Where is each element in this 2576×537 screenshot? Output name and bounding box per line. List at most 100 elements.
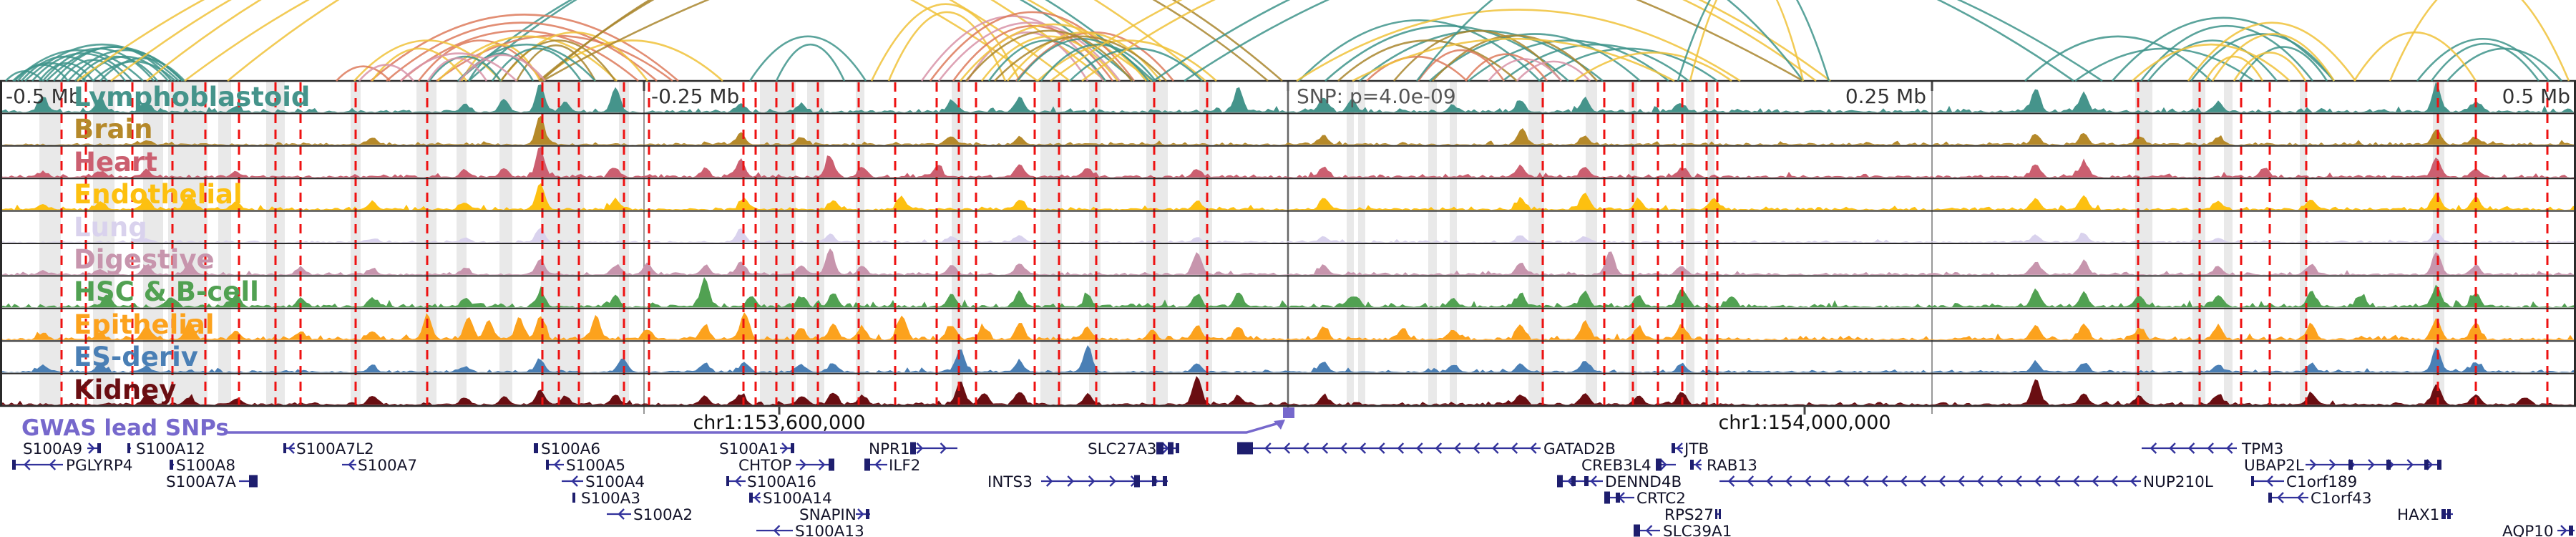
gene-label: S100A1 bbox=[719, 440, 779, 458]
gene-snapin[interactable]: SNAPIN bbox=[799, 506, 870, 524]
gene-c1orf43[interactable]: C1orf43 bbox=[2268, 490, 2372, 508]
track-label-es-deriv: ES-deriv bbox=[74, 342, 198, 373]
gwas-lead-snps-label: GWAS lead SNPs bbox=[21, 415, 229, 441]
gene-ilf2[interactable]: ILF2 bbox=[864, 457, 920, 475]
gene-s100a6[interactable]: S100A6 bbox=[534, 440, 600, 458]
gene-label: S100A5 bbox=[566, 457, 625, 475]
signal-epithelial bbox=[0, 312, 2576, 340]
gene-label: DENND4B bbox=[1605, 473, 1682, 491]
gene-s100a13[interactable]: S100A13 bbox=[756, 523, 864, 537]
gene-label: CREB3L4 bbox=[1581, 457, 1652, 475]
gwas-arrowhead-icon bbox=[1274, 420, 1285, 430]
gene-slc39a1[interactable]: SLC39A1 bbox=[1634, 523, 1732, 537]
gene-s100a1[interactable]: S100A1 bbox=[719, 440, 794, 458]
gene-label: NUP210L bbox=[2143, 473, 2213, 491]
gene-label: S100A3 bbox=[581, 490, 640, 508]
gene-label: SNAPIN bbox=[799, 506, 857, 524]
gene-label: PGLYRP4 bbox=[66, 457, 132, 475]
gene-s100a2[interactable]: S100A2 bbox=[607, 506, 693, 524]
gene-annotations: S100A9 S100A12 S100A7L2 S100A6 S100A1 NPR1 SLC… bbox=[12, 440, 2575, 537]
track-label-hsc-b-cell: HSC & B-cell bbox=[74, 276, 259, 308]
track-label-heart: Heart bbox=[74, 146, 157, 178]
track-label-kidney: Kidney bbox=[74, 374, 177, 405]
axis-label-minus-0-5mb: -0.5 Mb bbox=[6, 84, 82, 108]
ruler-label-chr1-154000000: chr1:154,000,000 bbox=[1718, 412, 1891, 434]
gene-s100a12[interactable]: S100A12 bbox=[127, 440, 205, 458]
gene-s100a14[interactable]: S100A14 bbox=[749, 490, 832, 508]
axis-label-0-5mb: 0.5 Mb bbox=[2502, 84, 2570, 108]
gene-label: S100A7 bbox=[358, 457, 417, 475]
gene-label: S100A6 bbox=[541, 440, 600, 458]
gene-label: RPS27 bbox=[1664, 506, 1714, 524]
gene-label: AQP10 bbox=[2502, 523, 2554, 537]
gene-s100a5[interactable]: S100A5 bbox=[546, 457, 625, 475]
gene-label: S100A8 bbox=[176, 457, 235, 475]
gene-ints3[interactable]: INTS3 bbox=[987, 473, 1168, 491]
gene-rab13[interactable]: RAB13 bbox=[1690, 457, 1757, 475]
gene-ubap2l[interactable]: UBAP2L bbox=[2244, 457, 2441, 475]
gene-label: RAB13 bbox=[1707, 457, 1757, 475]
snp-pvalue-label: SNP: p=4.0e-09 bbox=[1297, 84, 1456, 108]
gene-s100a9[interactable]: S100A9 bbox=[23, 440, 101, 458]
gene-hax1[interactable]: HAX1 bbox=[2397, 506, 2453, 524]
track-label-epithelial: Epithelial bbox=[74, 309, 215, 340]
gene-label: HAX1 bbox=[2397, 506, 2439, 524]
interaction-arcs bbox=[5, 0, 2570, 82]
track-borders bbox=[0, 79, 2576, 407]
gene-label: ILF2 bbox=[889, 457, 920, 475]
signal-tracks bbox=[0, 82, 2576, 405]
gene-s100a7l2[interactable]: S100A7L2 bbox=[283, 440, 374, 458]
gene-slc27a3[interactable]: SLC27A3 bbox=[1088, 440, 1179, 458]
gene-dennd4b[interactable]: DENND4B bbox=[1557, 473, 1682, 491]
gene-aqp10[interactable]: AQP10 bbox=[2502, 523, 2575, 537]
gene-s100a7[interactable]: S100A7 bbox=[342, 457, 417, 475]
gene-s100a3[interactable]: S100A3 bbox=[572, 490, 640, 508]
gene-label: S100A7A bbox=[166, 473, 236, 491]
gene-tpm3[interactable]: TPM3 bbox=[2142, 440, 2283, 458]
gene-label: S100A12 bbox=[136, 440, 205, 458]
gene-label: GATAD2B bbox=[1543, 440, 1616, 458]
track-label-lymphoblastoid: Lymphoblastoid bbox=[74, 82, 311, 112]
gene-label: S100A14 bbox=[763, 490, 832, 508]
gene-label: S100A2 bbox=[633, 506, 693, 524]
gene-label: S100A13 bbox=[795, 523, 864, 537]
gene-nup210l[interactable]: NUP210L bbox=[1719, 473, 2213, 491]
track-label-lung: Lung bbox=[74, 211, 147, 243]
gene-s100a4[interactable]: S100A4 bbox=[562, 473, 645, 491]
gene-label: TPM3 bbox=[2241, 440, 2283, 458]
axis-label-minus-0-25mb: -0.25 Mb bbox=[651, 84, 740, 108]
gene-c1orf189[interactable]: C1orf189 bbox=[2251, 473, 2357, 491]
gene-label: C1orf43 bbox=[2311, 490, 2372, 508]
gene-pglyrp4[interactable]: PGLYRP4 bbox=[12, 457, 132, 475]
gene-rps27[interactable]: RPS27 bbox=[1664, 506, 1721, 524]
gene-s100a7a[interactable]: S100A7A bbox=[166, 473, 258, 491]
track-label-endothelial: Endothelial bbox=[74, 179, 243, 211]
gene-label: CHTOP bbox=[738, 457, 791, 475]
gene-label: INTS3 bbox=[987, 473, 1033, 491]
gene-creb3l4[interactable]: CREB3L4 bbox=[1581, 457, 1676, 475]
axis-label-0-25mb: 0.25 Mb bbox=[1845, 84, 1926, 108]
gene-label: UBAP2L bbox=[2244, 457, 2304, 475]
gene-chtop[interactable]: CHTOP bbox=[738, 457, 834, 475]
gene-label: SLC39A1 bbox=[1663, 523, 1732, 537]
track-label-digestive: Digestive bbox=[74, 244, 215, 275]
gene-label: CRTC2 bbox=[1636, 490, 1686, 508]
gene-s100a8[interactable]: S100A8 bbox=[170, 457, 235, 475]
gene-label: C1orf189 bbox=[2286, 473, 2357, 491]
gene-npr1[interactable]: NPR1 bbox=[869, 440, 957, 458]
mb-gridlines bbox=[643, 81, 1933, 414]
gene-label: NPR1 bbox=[869, 440, 910, 458]
gene-s100a16[interactable]: S100A16 bbox=[726, 473, 816, 491]
gene-label: SLC27A3 bbox=[1088, 440, 1156, 458]
lead-snp-square-marker[interactable] bbox=[1283, 407, 1294, 418]
gene-crtc2[interactable]: CRTC2 bbox=[1604, 490, 1686, 508]
gene-jtb[interactable]: JTB bbox=[1672, 440, 1709, 458]
gene-label: S100A7L2 bbox=[296, 440, 374, 458]
ruler-ticks bbox=[778, 406, 1806, 415]
track-label-brain: Brain bbox=[74, 114, 153, 145]
signal-kidney bbox=[0, 376, 2576, 405]
gene-gatad2b[interactable]: GATAD2B bbox=[1237, 440, 1616, 458]
gene-label: JTB bbox=[1683, 440, 1709, 458]
